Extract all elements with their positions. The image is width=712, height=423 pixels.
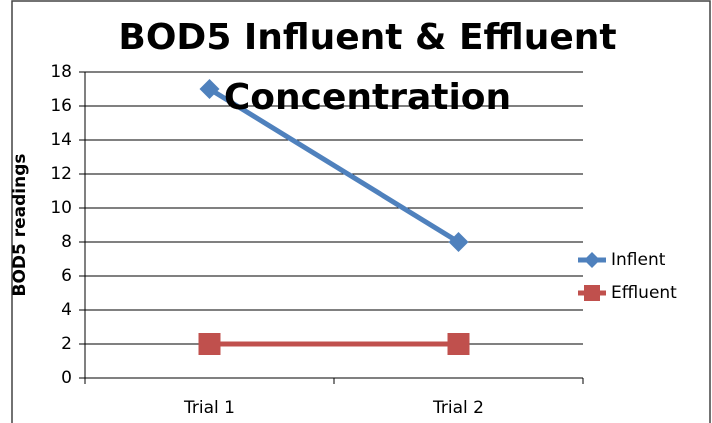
legend-marker — [584, 285, 600, 301]
y-tick-label: 6 — [61, 266, 72, 286]
legend-label: Effluent — [611, 283, 677, 303]
data-point — [199, 79, 220, 99]
y-tick-label: 14 — [50, 130, 72, 150]
data-point — [447, 333, 470, 355]
chart-title: BOD5 Influent & Effluent Concentration — [118, 17, 617, 118]
y-tick-label: 8 — [61, 232, 72, 252]
data-point — [198, 333, 221, 355]
series-line — [208, 86, 460, 245]
chart-border — [11, 0, 711, 423]
legend-label: Inflent — [611, 250, 666, 270]
x-tick-label: Trial 2 — [432, 398, 484, 418]
y-tick-label: 16 — [50, 96, 72, 116]
y-tick-label: 10 — [50, 198, 72, 218]
legend-marker — [584, 252, 600, 268]
x-tick-label: Trial 1 — [183, 398, 235, 418]
y-tick-label: 0 — [61, 368, 72, 388]
y-tick-label: 18 — [50, 62, 72, 82]
data-point — [448, 232, 469, 252]
y-tick-label: 12 — [50, 164, 72, 184]
y-axis-label: BOD5 readings — [10, 153, 30, 296]
y-tick-label: 2 — [61, 334, 72, 354]
y-tick-label: 4 — [61, 300, 72, 320]
